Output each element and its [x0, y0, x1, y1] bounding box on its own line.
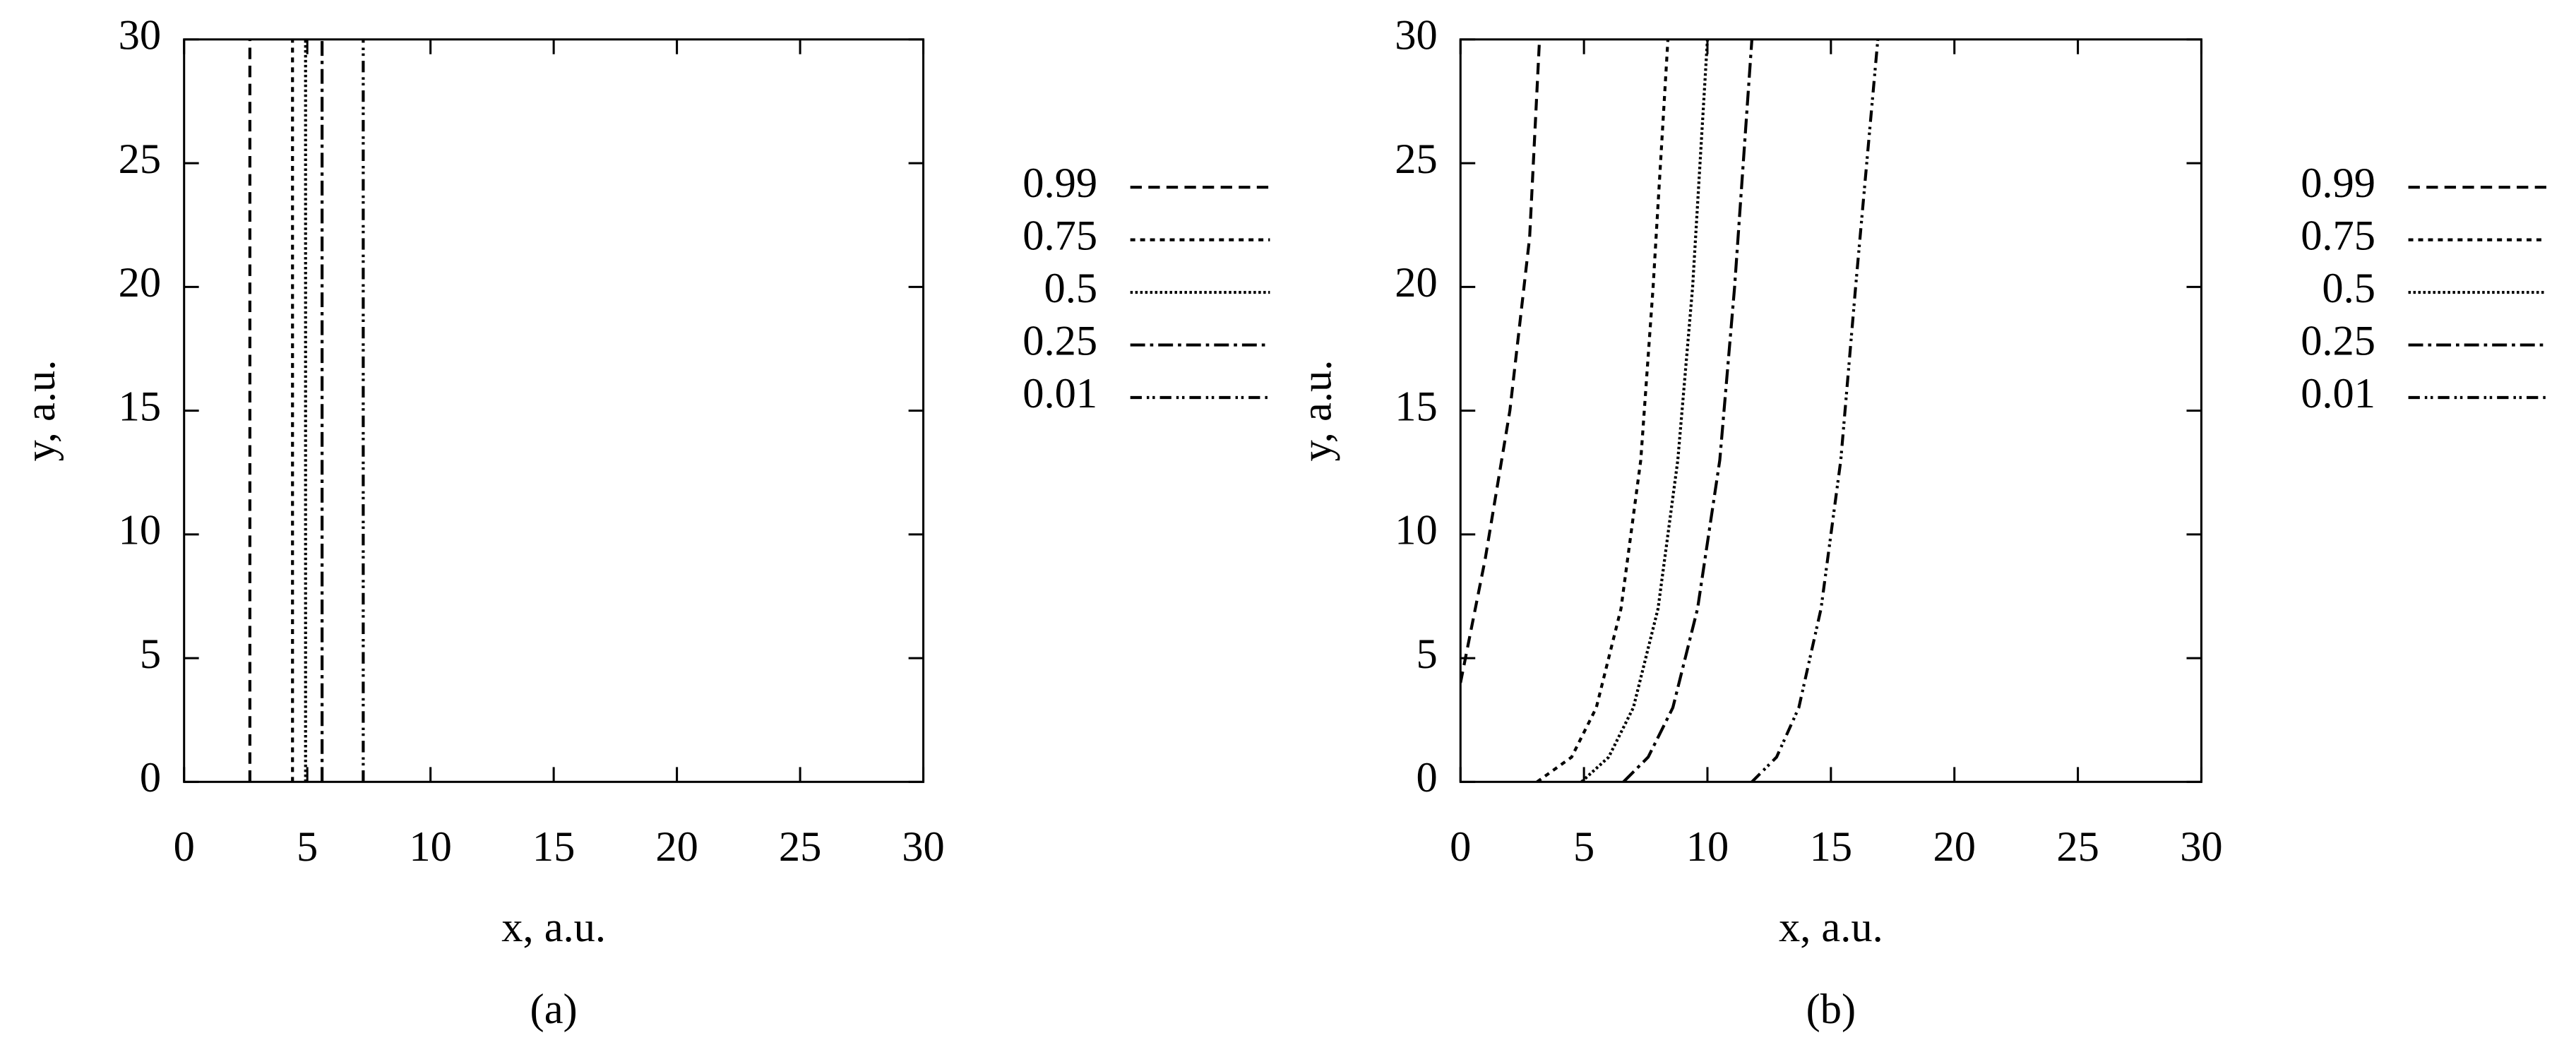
legend-label: 0.99 — [2301, 160, 2375, 207]
x-tick-label: 25 — [779, 823, 821, 871]
x-tick-label: 10 — [1686, 823, 1729, 871]
y-tick-label: 0 — [140, 754, 161, 801]
plot-frame — [1459, 38, 2202, 783]
y-tick-label: 10 — [1395, 507, 1437, 554]
legend-label: 0.01 — [1022, 370, 1097, 417]
y-axis-label: y, a.u. — [1293, 360, 1340, 462]
x-tick-label: 20 — [1933, 823, 1975, 871]
y-tick-label: 10 — [119, 507, 161, 554]
y-tick-label: 15 — [119, 383, 161, 430]
data-line — [1536, 39, 1670, 782]
x-tick-label: 30 — [902, 823, 944, 871]
x-tick-label: 25 — [2056, 823, 2099, 871]
y-tick-label: 25 — [119, 136, 161, 183]
data-line — [1580, 39, 1710, 782]
legend-label: 0.75 — [2301, 213, 2375, 260]
y-tick-label: 30 — [119, 12, 161, 59]
x-tick-label: 20 — [655, 823, 698, 871]
y-tick-label: 20 — [1395, 259, 1437, 306]
y-tick-label: 15 — [1395, 383, 1437, 430]
x-tick-label: 0 — [1450, 823, 1471, 871]
data-line — [1460, 39, 1542, 683]
x-axis-label: x, a.u. — [501, 904, 606, 951]
legend-label: 0.01 — [2301, 370, 2375, 417]
x-tick-label: 5 — [297, 823, 318, 871]
chart: 0 5 10 15 20 25 30 0 5 10 15 20 25 30 x, a.u. y, a.u. (b… — [1293, 12, 2546, 1033]
y-tick-label: 0 — [1416, 754, 1437, 801]
y-tick-label: 20 — [119, 259, 161, 306]
legend-label: 0.99 — [1022, 160, 1097, 207]
x-tick-label: 0 — [174, 823, 195, 871]
x-tick-label: 5 — [1573, 823, 1594, 871]
y-tick-label: 5 — [1416, 631, 1437, 678]
chart: 0 5 10 15 20 25 30 0 5 10 15 20 25 30 x, a.u. y, a.u. (a… — [17, 12, 1270, 1033]
y-tick-label: 25 — [1395, 136, 1437, 183]
legend-label: 0.5 — [2322, 265, 2375, 312]
legend-label: 0.75 — [1022, 213, 1097, 260]
x-tick-label: 15 — [1810, 823, 1852, 871]
legend-label: 0.25 — [1022, 317, 1097, 364]
x-axis-label: x, a.u. — [1779, 904, 1883, 951]
y-tick-label: 30 — [1395, 12, 1437, 59]
legend-label: 0.5 — [1044, 265, 1098, 312]
caption: (b) — [1806, 986, 1856, 1033]
y-tick-label: 5 — [140, 631, 161, 678]
x-tick-label: 30 — [2180, 823, 2222, 871]
y-axis-label: y, a.u. — [17, 360, 64, 462]
legend-label: 0.25 — [2301, 317, 2375, 364]
data-line — [1751, 39, 1880, 782]
plot-frame — [183, 38, 925, 783]
x-tick-label: 15 — [532, 823, 575, 871]
data-line — [1622, 39, 1754, 782]
x-tick-label: 10 — [409, 823, 451, 871]
caption: (a) — [530, 986, 578, 1033]
